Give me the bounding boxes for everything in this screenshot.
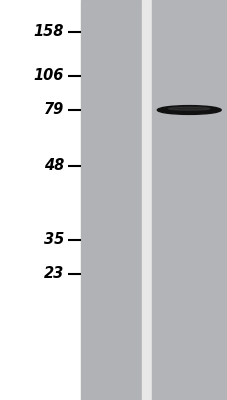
Text: 79: 79 xyxy=(43,102,64,118)
Ellipse shape xyxy=(168,107,209,110)
Text: 48: 48 xyxy=(43,158,64,174)
Text: 158: 158 xyxy=(33,24,64,40)
Text: 35: 35 xyxy=(43,232,64,248)
Bar xyxy=(142,0,151,400)
Bar xyxy=(81,0,142,400)
Text: 23: 23 xyxy=(43,266,64,282)
Text: 106: 106 xyxy=(33,68,64,84)
Ellipse shape xyxy=(157,106,220,114)
Bar xyxy=(151,0,227,400)
